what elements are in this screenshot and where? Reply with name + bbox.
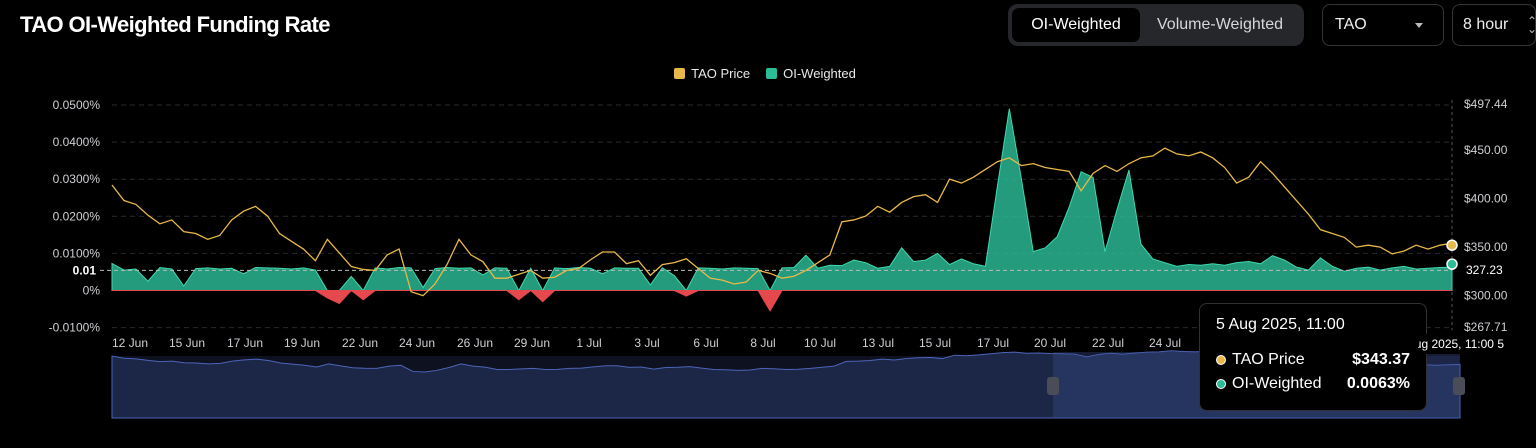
- x-tick: 17 Jul: [977, 336, 1009, 350]
- x-tick: 29 Jun: [514, 336, 550, 350]
- oi-weighted-area-positive: [111, 108, 1453, 292]
- x-tick: 17 Jun: [227, 336, 263, 350]
- coin-select[interactable]: TAO: [1322, 4, 1444, 46]
- x-tick: 8 Jul: [750, 336, 775, 350]
- legend-swatch-oi: [766, 68, 778, 79]
- legend-item-price[interactable]: TAO Price: [674, 66, 750, 81]
- y-right-tick: $450.00: [1464, 143, 1508, 157]
- x-tick: 15 Jun: [169, 336, 205, 350]
- x-tick: 22 Jul: [1092, 336, 1124, 350]
- legend-swatch-price: [674, 68, 686, 79]
- tooltip-name-oi: OI-Weighted: [1232, 375, 1322, 392]
- y-right-tick: $400.00: [1464, 192, 1508, 206]
- y-left-tick: 0.0300%: [53, 172, 101, 186]
- tooltip-dot-oi: [1216, 379, 1226, 389]
- tao-price-line: [111, 147, 1453, 297]
- legend-label-oi: OI-Weighted: [783, 66, 856, 81]
- y-left-tick: 0.0100%: [53, 246, 101, 260]
- page-title: TAO OI-Weighted Funding Rate: [20, 12, 331, 37]
- x-tick: 6 Jul: [693, 336, 718, 350]
- tooltip-dot-price: [1216, 355, 1226, 365]
- x-tick: 26 Jun: [457, 336, 493, 350]
- volume-weighted-tab[interactable]: Volume-Weighted: [1157, 16, 1283, 33]
- weighting-toggle: OI-Weighted Volume-Weighted: [1008, 4, 1304, 46]
- x-tick: 20 Jul: [1034, 336, 1066, 350]
- tooltip-name-price: TAO Price: [1232, 351, 1305, 368]
- threshold-label: 0.01: [73, 263, 97, 277]
- oi-weighted-tab[interactable]: OI-Weighted: [1012, 8, 1140, 42]
- chevron-down-icon: [1415, 23, 1423, 28]
- up-down-arrows-icon: ⌃⌄: [1527, 15, 1535, 35]
- legend-label-price: TAO Price: [691, 66, 751, 81]
- x-tick: 10 Jul: [804, 336, 836, 350]
- x-tick: 24 Jun: [399, 336, 435, 350]
- coin-select-value: TAO: [1335, 16, 1367, 33]
- y-right-tick: $350.00: [1464, 240, 1508, 254]
- oi-weighted-area-negative: [112, 289, 1452, 312]
- x-tick: 13 Jul: [862, 336, 894, 350]
- x-tick: 22 Jun: [342, 336, 378, 350]
- y-right-tick: $267.71: [1464, 320, 1508, 334]
- interval-select-value: 8 hour: [1463, 16, 1509, 33]
- y-left-tick: -0.0100%: [49, 321, 101, 335]
- y-left-tick: 0.0500%: [53, 98, 101, 112]
- legend-item-oi[interactable]: OI-Weighted: [766, 66, 856, 81]
- y-left-tick: 0%: [83, 284, 101, 298]
- y-left-tick: 0.0200%: [53, 209, 101, 223]
- x-tick: 12 Jun: [112, 336, 148, 350]
- x-tick: 15 Jul: [919, 336, 951, 350]
- price-marker-label: 327.23: [1462, 262, 1507, 278]
- y-right-tick: $300.00: [1464, 289, 1508, 303]
- price-hover-dot: [1446, 239, 1458, 251]
- tooltip-value-oi: 0.0063%: [1346, 375, 1410, 392]
- navigator-handle-left[interactable]: [1047, 377, 1059, 395]
- tooltip-value-price: $343.37: [1352, 351, 1410, 368]
- oi-hover-dot: [1446, 258, 1458, 270]
- x-tick: 24 Jul: [1149, 336, 1181, 350]
- y-right-tick: $497.44: [1464, 97, 1508, 111]
- x-tick: 19 Jun: [284, 336, 320, 350]
- tooltip-title: 5 Aug 2025, 11:00: [1216, 316, 1345, 333]
- navigator-handle-right[interactable]: [1453, 377, 1465, 395]
- chart-legend: TAO Price OI-Weighted: [0, 66, 1536, 81]
- crosshair-date-label: 5 Aug 2025, 11:00: [1418, 334, 1510, 354]
- tooltip-row-oi: OI-Weighted 0.0063%: [1216, 372, 1410, 396]
- x-tick: 1 Jul: [576, 336, 601, 350]
- interval-select[interactable]: 8 hour ⌃⌄: [1452, 4, 1536, 46]
- chart-tooltip: 5 Aug 2025, 11:00 TAO Price $343.37 OI-W…: [1199, 303, 1427, 411]
- tooltip-row-price: TAO Price $343.37: [1216, 348, 1410, 372]
- x-tick: 3 Jul: [634, 336, 659, 350]
- y-left-tick: 0.0400%: [53, 135, 101, 149]
